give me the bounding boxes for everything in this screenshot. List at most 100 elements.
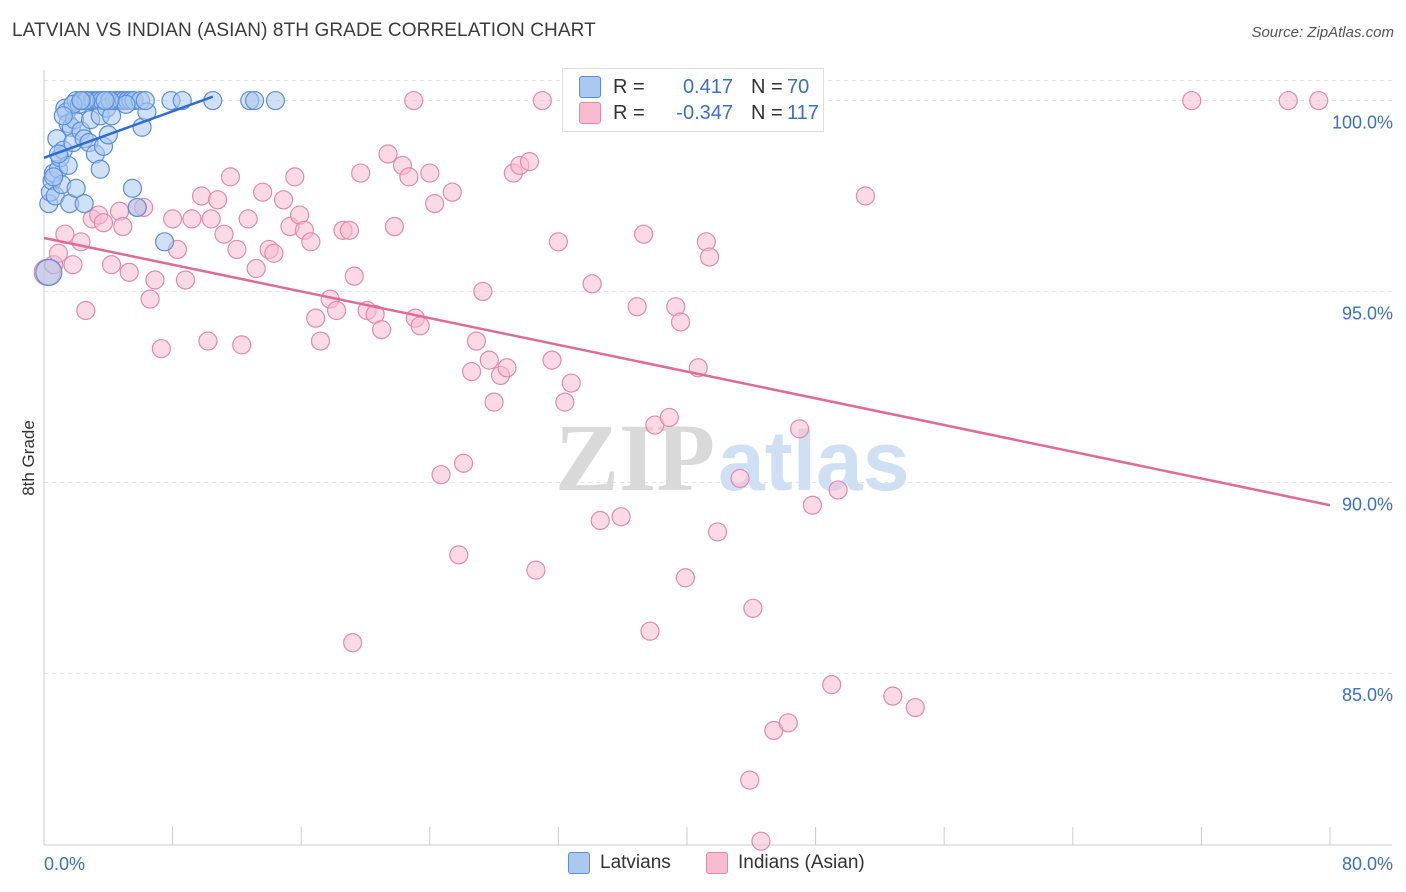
latvian-point [95, 90, 115, 111]
indian-point [93, 213, 114, 233]
source-label: Source: ZipAtlas.com [1251, 24, 1394, 41]
indian-point [789, 419, 810, 439]
indian-point [339, 220, 360, 240]
latvian-point [127, 197, 147, 218]
legend-n-label: N = [751, 75, 783, 98]
indian-point [145, 270, 165, 290]
latvian-point [90, 159, 110, 179]
latvian-point [154, 232, 175, 252]
indian-point [371, 320, 392, 340]
indian-point [740, 770, 760, 790]
indian-point [264, 243, 284, 263]
indian-point [220, 167, 241, 187]
indian-point [449, 545, 469, 565]
indian-point [730, 468, 750, 489]
indian-point [461, 362, 482, 382]
indian-point [778, 713, 798, 733]
trend-line-indians [43, 236, 1331, 507]
indian-point [466, 331, 487, 351]
latvian-point [122, 178, 143, 198]
indian-point [232, 335, 252, 355]
indian-point [76, 300, 96, 321]
legend-r-value: -0.347 [676, 101, 733, 124]
latvian-point [53, 106, 73, 126]
y-axis-label: 8th Grade [19, 420, 38, 496]
indian-point [611, 507, 631, 527]
latvian-point [265, 90, 286, 111]
indian-point [378, 144, 398, 164]
indian-point [208, 190, 228, 210]
indian-point [399, 167, 419, 187]
latvian-point [116, 94, 136, 114]
indian-point [633, 224, 654, 244]
indian-point [473, 281, 493, 302]
stats-legend: R = 0.417 N = 70 R = -0.347 N = 117 [562, 68, 824, 132]
indian-point [822, 675, 842, 695]
indian-point [442, 182, 462, 202]
y-tick-label: 90.0% [1342, 494, 1393, 514]
indian-point [555, 392, 575, 412]
indian-point [590, 510, 610, 531]
indian-point [802, 495, 822, 515]
indian-point [497, 358, 517, 378]
indian-point [191, 186, 212, 206]
indian-point [582, 274, 602, 294]
indian-point [855, 186, 876, 206]
indian-point [640, 621, 660, 641]
indian-point [420, 163, 440, 183]
indian-point [163, 209, 183, 229]
trend-line-latvians [43, 95, 214, 159]
indian-point [344, 266, 364, 286]
indian-point [326, 300, 347, 321]
indian-point [743, 598, 763, 618]
legend-indians: Indians (Asian) [706, 852, 865, 874]
legend-latvians-swatch [568, 852, 590, 874]
watermark-zip: ZIP [555, 404, 715, 511]
chart-title: LATVIAN VS INDIAN (ASIAN) 8TH GRADE CORR… [12, 20, 596, 41]
y-tick-label: 100.0% [1332, 113, 1393, 133]
legend-indians-swatch [706, 852, 728, 874]
indian-point [526, 560, 546, 580]
latvian-point [44, 167, 64, 187]
indian-point [519, 152, 540, 172]
indian-point [561, 373, 581, 393]
indian-point [751, 831, 771, 851]
indian-point [48, 243, 69, 263]
indian-point [404, 90, 424, 111]
indian-point [201, 209, 221, 229]
latvian-point [48, 144, 69, 164]
indian-point [238, 209, 258, 229]
legend-r-label: R = [613, 101, 645, 124]
legend-r-value: 0.417 [682, 75, 733, 98]
indian-point [101, 255, 122, 275]
watermark: ZIP atlas [555, 404, 909, 511]
indian-point [227, 239, 247, 260]
indian-point [214, 224, 234, 244]
indian-point [306, 308, 326, 328]
indian-point [425, 194, 445, 214]
indian-point [675, 568, 695, 588]
indian-point [384, 216, 405, 237]
indian-point [246, 258, 266, 279]
indian-point [627, 297, 647, 317]
indian-point [119, 262, 139, 282]
indian-point [151, 339, 171, 359]
legend-swatch-blue [579, 76, 601, 98]
watermark-atlas: atlas [718, 414, 909, 508]
indian-point [198, 331, 218, 351]
indian-point [707, 522, 728, 542]
legend-row-latvians: R = 0.417 N = 70 [579, 75, 809, 99]
latvian-point [66, 178, 86, 198]
indian-point [453, 453, 474, 473]
indian-point [63, 255, 83, 275]
latvian-point [74, 194, 94, 214]
legend-latvians-label: Latvians [600, 852, 671, 873]
indian-point [113, 216, 133, 237]
indian-point [301, 232, 321, 252]
latvian-point [35, 258, 63, 286]
indian-point [140, 289, 160, 309]
y-tick-label: 95.0% [1342, 303, 1393, 323]
x-tick-label-max: 80.0% [1342, 854, 1393, 874]
indian-point [828, 480, 848, 500]
